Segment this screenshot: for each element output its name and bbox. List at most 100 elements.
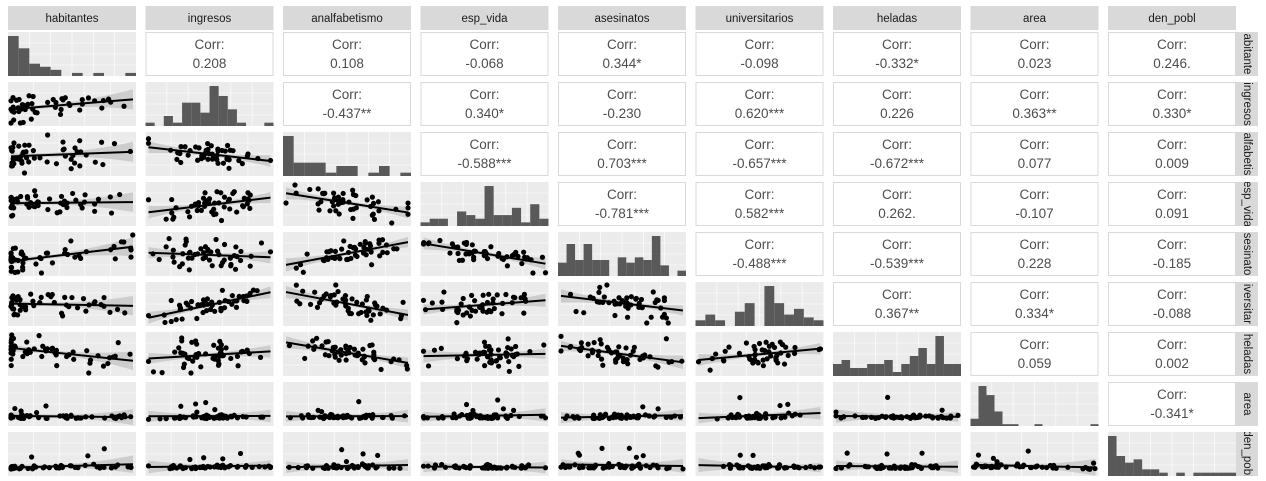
data-point [302,355,308,362]
data-point [332,354,338,360]
histogram-bar [368,172,379,176]
corr-cell-ingresos-vs-area: Corr: 0.363** [970,82,1099,126]
corr-cell-frame [1108,232,1236,276]
data-point [763,339,769,345]
data-point [472,349,479,355]
histogram-bar [651,236,661,276]
corr-label: Corr: [1020,187,1050,202]
data-point [460,295,466,302]
regression-line [148,464,271,468]
data-point [9,197,16,204]
data-point [23,307,29,313]
data-point [376,208,382,214]
data-point [219,287,225,293]
corr-value: 0.330* [1152,106,1192,121]
histogram-bar [400,172,411,176]
data-point [17,307,23,313]
data-point [226,157,232,163]
corr-value: 0.334* [1015,306,1055,321]
data-point [362,240,368,246]
regression-line [10,201,134,205]
data-point [628,294,634,300]
data-point [12,245,18,251]
histogram-bar [227,109,237,126]
data-point [40,343,46,349]
data-point [474,356,480,362]
corr-value: 0.262. [878,206,916,221]
data-point [737,452,743,458]
regression-line [835,465,959,468]
data-point [45,291,51,298]
corr-value: 0.620*** [735,106,785,121]
data-point [307,301,314,307]
data-point [522,296,528,302]
histogram-bar [163,116,173,126]
row-strip-bg [1236,282,1258,326]
data-point [601,294,607,300]
corr-value: 0.228 [1018,256,1052,271]
data-point [70,190,76,197]
histogram-bar [994,411,1003,426]
data-point [32,188,38,194]
data-point [72,254,78,260]
data-point [182,144,188,150]
data-point [612,312,618,319]
data-point [464,358,470,364]
data-point [79,97,85,103]
data-point [221,194,228,200]
corr-cell-frame [833,132,961,176]
data-point [236,157,242,164]
data-point [218,190,224,196]
data-point [463,239,470,246]
data-point [114,306,121,313]
data-point [10,144,16,150]
data-point [145,140,152,146]
corr-cell-analfabetismo-vs-area: Corr: 0.077 [970,132,1099,176]
row-strip-habitantes: abitante [1236,32,1258,76]
data-point [604,344,610,350]
data-point [28,116,34,122]
data-point [100,363,107,369]
data-point [350,187,356,193]
histogram-bar [909,356,919,376]
data-point [145,416,152,422]
column-strip-universitarios: universitarios [695,6,824,30]
corr-value: 0.363** [1012,106,1057,121]
data-point [539,254,546,260]
data-point [16,143,22,149]
data-point [188,298,195,305]
data-point [455,250,461,257]
histogram-bar [1176,472,1185,476]
corr-cell-frame [695,182,824,226]
data-point [182,242,188,248]
histogram-bar [72,72,83,76]
data-point [213,211,219,217]
data-point [371,349,377,355]
histogram-bar [803,317,814,326]
data-point [370,312,376,318]
data-point [330,344,336,351]
panel-content [145,450,274,474]
data-point [179,316,185,322]
data-point [486,291,492,297]
histogram-bar [841,360,851,376]
data-point [481,339,488,345]
data-point [425,363,432,369]
data-point [972,464,978,470]
data-point [127,351,133,357]
data-point [623,345,629,351]
column-strip-bg [283,6,411,30]
data-point [43,403,49,409]
corr-value: 0.582*** [735,206,785,221]
histogram-bar [325,172,337,176]
scatter-heladas-vs-universitarios [695,332,824,376]
data-point [488,357,494,363]
data-point [20,260,26,266]
data-point [333,208,339,214]
data-point [496,363,502,369]
corr-cell-habitantes-vs-universitarios: Corr: -0.098 [695,32,824,76]
data-point [354,253,360,260]
data-point [115,340,121,346]
data-point [750,452,756,458]
regression-line [423,465,546,469]
